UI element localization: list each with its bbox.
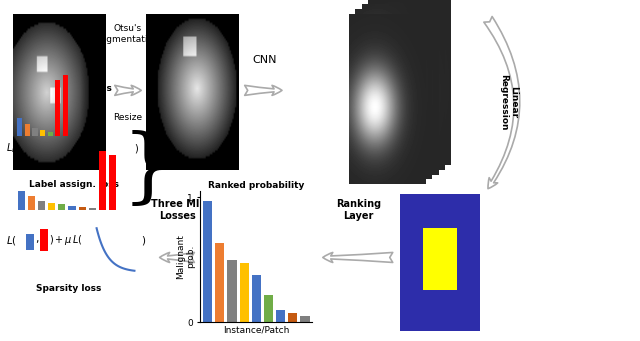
Text: $L($: $L($ [6,234,17,247]
Bar [25,124,30,136]
Bar [17,118,22,136]
Text: $)$: $)$ [134,142,140,155]
Text: $L($: $L($ [14,45,25,58]
Bar [33,129,38,136]
Bar [40,130,45,136]
Text: Max pooling loss: Max pooling loss [27,84,111,93]
Bar [203,201,212,322]
Bar [26,234,34,250]
Bar [48,39,57,61]
Text: CNN: CNN [252,55,276,65]
Bar [17,191,25,210]
Text: Label assign. loss: Label assign. loss [29,180,118,189]
Text: $,$: $,$ [44,46,48,56]
Title: Ranked probability: Ranked probability [208,181,305,190]
Bar [276,310,285,322]
Text: $,$: $,$ [35,235,40,246]
Bar [38,201,45,210]
Y-axis label: Malignant
prob.: Malignant prob. [176,234,195,279]
Bar [239,264,249,322]
Bar [99,151,106,210]
Bar [252,275,261,322]
Text: Three MIL
Losses: Three MIL Losses [150,199,205,221]
Bar [79,207,86,210]
Bar [33,45,42,61]
Text: Ranking
Layer: Ranking Layer [336,199,381,221]
Text: Sparsity loss: Sparsity loss [36,284,102,293]
Text: Linear
Regression: Linear Regression [499,74,518,131]
Bar [68,206,76,210]
Text: $)$: $)$ [58,45,63,58]
Bar [47,132,53,136]
Text: $) + \mu\, L($: $) + \mu\, L($ [49,233,83,248]
Text: $L_r($: $L_r($ [6,142,20,155]
Bar [89,208,96,210]
Text: }: } [122,131,175,210]
Bar [215,243,225,322]
Bar [55,80,60,136]
Text: Resize: Resize [113,113,143,122]
Bar [227,260,237,322]
X-axis label: Instance/Patch: Instance/Patch [223,325,289,334]
Bar [109,155,116,210]
Bar [300,316,310,322]
Text: $)$: $)$ [141,234,146,247]
Bar [63,75,68,136]
Bar [264,295,273,322]
Bar [40,229,48,251]
Bar [288,313,298,322]
Bar [48,203,55,210]
Text: Otsu's
segmentation: Otsu's segmentation [97,25,159,44]
Bar [58,204,65,210]
Bar [28,196,35,210]
